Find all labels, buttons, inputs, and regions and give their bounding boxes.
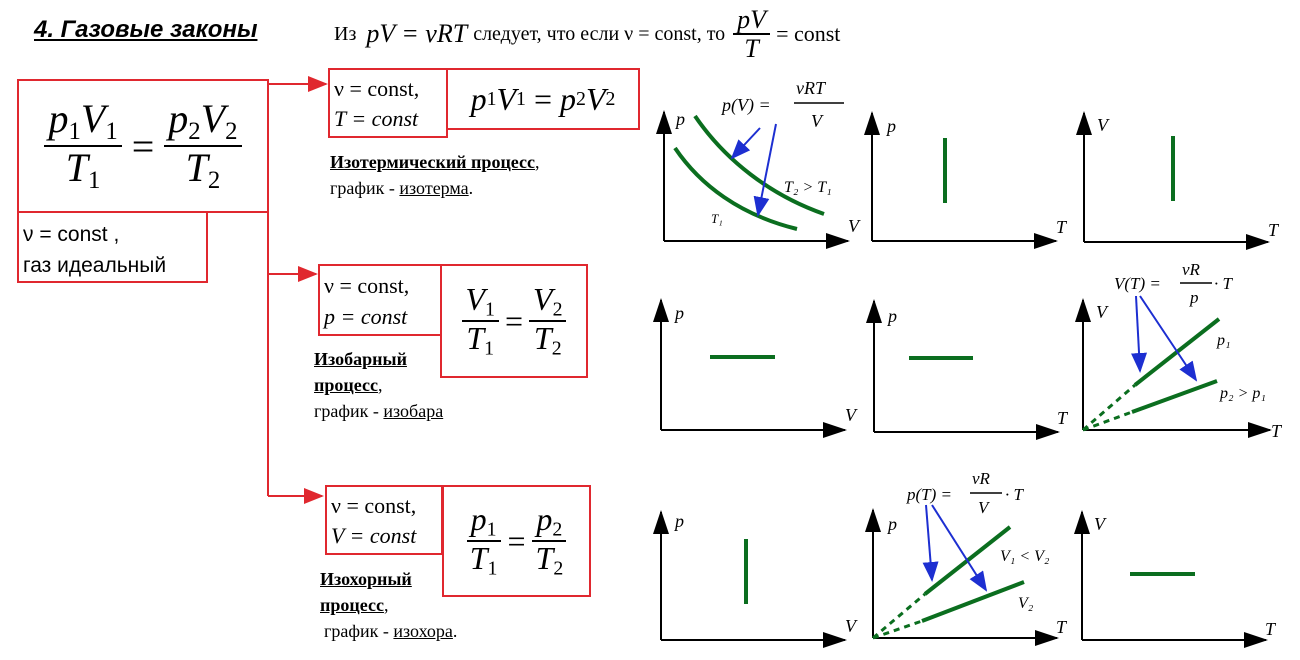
isochoric-formula-box: p1 T1 = p2 T2: [442, 485, 591, 597]
condition-box: ν = const , газ идеальный: [17, 211, 208, 283]
isochoric-cond-1: ν = const,: [331, 493, 417, 518]
isochoric-title-2: процесс: [320, 595, 384, 615]
isotherm-T1: [673, 146, 798, 231]
isothermal-title: Изотермический процесс: [330, 152, 535, 172]
axis-p: p: [673, 303, 684, 323]
isobar-pt-graph: p T: [866, 299, 1069, 440]
isobar-formula-den: p: [1189, 288, 1199, 307]
isotherm-formula-num: νRT: [796, 78, 827, 98]
isothermal-cond-1: ν = const,: [334, 76, 420, 101]
isobaric-cond-1: ν = const,: [324, 273, 410, 298]
isochore-vt-graph: V T: [1074, 510, 1277, 648]
isotherm-formula-den: V: [811, 111, 824, 131]
axis-V: V: [1097, 115, 1110, 135]
isobar-p1-label: p₁: [1216, 332, 1231, 349]
isotherm-pv-graph: p V p(V) = νRT V T₂ > T₁ T₁: [656, 78, 861, 249]
isochore-formula-num: νR: [972, 469, 991, 488]
isobaric-frac-right: V2 T2: [529, 282, 567, 360]
isochore-V2-line: [921, 580, 1025, 623]
intro-middle-text: следует, что если ν = const, то: [473, 22, 726, 45]
intro-fraction: pV T: [733, 5, 771, 63]
isobar-formula-num: νR: [1182, 260, 1201, 279]
isobar-vt-graph: V T V(T) = νR p · T p₁ p₂ > p₁: [1075, 260, 1283, 441]
isochoric-title-1: Изохорный: [320, 569, 412, 589]
intro-fraction-den: T: [744, 34, 759, 63]
isochore-formula-right: · T: [1005, 485, 1025, 504]
isothermal-label: Изотермический процесс, график - изотерм…: [330, 152, 540, 198]
isobar-p2-label: p₂ > p₁: [1219, 385, 1266, 402]
condition-line-1: ν = const ,: [23, 223, 120, 246]
axis-T: T: [1271, 421, 1283, 441]
isotherm-T1-label: T₁: [711, 211, 723, 226]
axis-p: p: [886, 306, 897, 326]
isobaric-formula-box: V1 T1 = V2 T2: [440, 264, 588, 378]
isobaric-label: Изобарный процесс, график - изобара: [314, 346, 443, 424]
isochore-formula-left: p(T) =: [906, 485, 952, 504]
isochoric-frac-right: p2 T2: [532, 502, 568, 580]
axis-V: V: [845, 405, 858, 425]
fraction-right: p2V2 T2: [164, 98, 242, 194]
isochoric-cond-2: V = const: [331, 523, 417, 548]
isochoric-frac-left: p1 T1: [466, 502, 502, 580]
isobaric-cond-2: p = const: [324, 304, 408, 329]
page-title: 4. Газовые законы: [34, 16, 258, 43]
axis-V: V: [848, 216, 861, 236]
isotherm-pt-graph: p T: [864, 111, 1068, 249]
intro-fraction-num: pV: [733, 5, 771, 35]
intro-from: Из: [334, 22, 357, 45]
intro-formula: Из pV = νRT следует, что если ν = const,…: [334, 2, 840, 66]
isochore-V2-label: V₂: [1018, 595, 1034, 612]
isochore-pv-graph: p V: [653, 510, 858, 648]
axis-T: T: [1056, 217, 1068, 237]
isochore-formula-den: V: [978, 498, 991, 517]
isothermal-graph-name: изотерма: [399, 178, 469, 198]
axis-T: T: [1268, 220, 1280, 240]
axis-T: T: [1056, 617, 1068, 637]
isochoric-label: Изохорный процесс, график - изохора.: [320, 566, 457, 644]
axis-p: p: [673, 511, 684, 531]
intro-end: = const: [776, 21, 841, 46]
axis-p: p: [886, 514, 897, 534]
axis-V: V: [845, 616, 858, 636]
isobar-formula-left: V(T) =: [1114, 274, 1161, 293]
axis-V: V: [1096, 302, 1109, 322]
axis-p: p: [885, 116, 896, 136]
isothermal-cond-2: T = const: [334, 106, 419, 131]
equals-sign: =: [131, 123, 155, 169]
fraction-left: p1V1 T1: [44, 98, 122, 194]
intro-equation: pV = νRT: [366, 19, 468, 48]
isobaric-title-1: Изобарный: [314, 349, 407, 369]
isobaric-frac-left: V1 T1: [461, 282, 499, 360]
isochore-V1-label: V₁ < V₂: [1000, 548, 1050, 565]
condition-line-2: газ идеальный: [23, 254, 167, 277]
isochoric-graph-name: изохора: [393, 621, 453, 641]
isobar-pv-graph: p V: [653, 298, 858, 438]
axis-T: T: [1057, 408, 1069, 428]
isobar-p2-line: [1131, 379, 1218, 414]
combined-gas-law-box: p1V1 T1 = p2V2 T2: [17, 79, 269, 213]
isobaric-graph-name: изобара: [383, 401, 444, 421]
axis-p: p: [674, 109, 685, 129]
isotherm-vt-graph: V T: [1076, 111, 1280, 250]
axis-V: V: [1094, 514, 1107, 534]
isotherm-T2: [693, 114, 825, 216]
isothermal-condition-box: ν = const, T = const: [328, 68, 448, 138]
isotherm-formula-left: p(V) =: [720, 95, 771, 116]
isobaric-title-2: процесс: [314, 375, 378, 395]
isobar-formula-right: · T: [1214, 274, 1234, 293]
isotherm-T2-label: T₂ > T₁: [784, 179, 832, 196]
axis-T: T: [1265, 619, 1277, 639]
isochore-pt-graph: p T p(T) = νR V · T V₁ < V₂ V₂: [865, 469, 1068, 646]
